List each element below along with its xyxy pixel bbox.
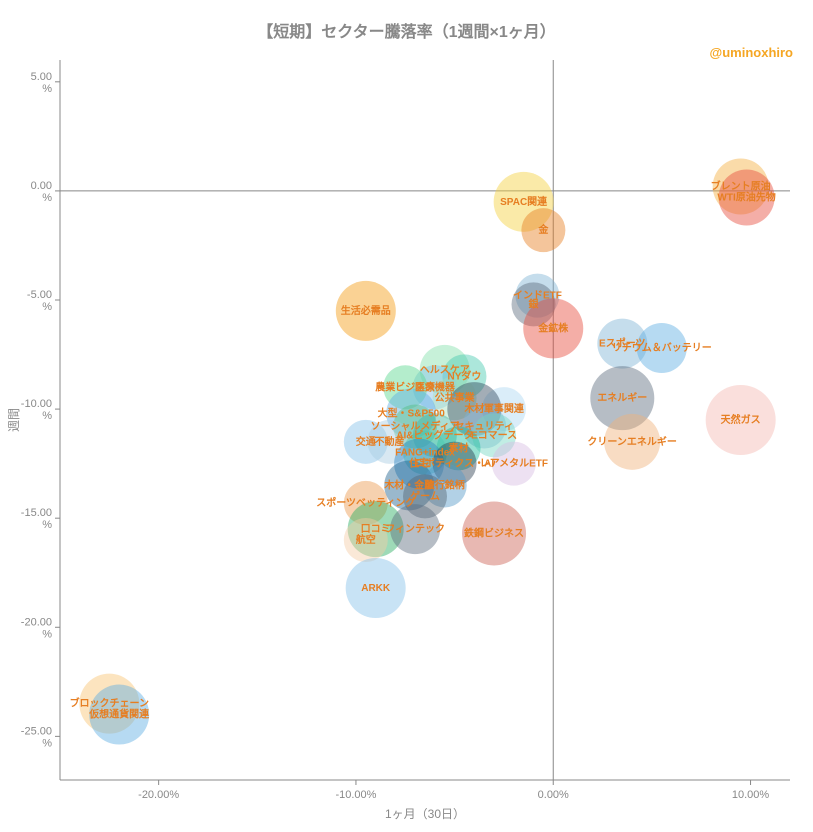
y-tick-label-pct: % xyxy=(42,410,52,422)
bubble-label: 不動産 xyxy=(374,435,404,448)
bubble-label: 仮想通貨関連 xyxy=(88,708,150,721)
bubble-label: 生活必需品 xyxy=(341,304,391,317)
y-tick-label-pct: % xyxy=(42,628,52,640)
bubble-label: WTI原油先物 xyxy=(717,190,775,203)
chart-attribution: @uminoxhiro xyxy=(710,45,793,60)
bubble-label: フィンテック xyxy=(385,523,445,535)
chart-title: 【短期】セクター騰落率（1週間×1ヶ月） xyxy=(257,18,556,42)
bubble-label: 鉄鋼ビジネス xyxy=(464,526,524,539)
x-tick-label: 0.00% xyxy=(538,789,569,801)
x-tick-label: -10.00% xyxy=(335,789,376,801)
y-tick-label: 0.00 xyxy=(31,180,52,192)
y-tick-label-pct: % xyxy=(42,737,52,749)
y-tick-label-pct: % xyxy=(42,192,52,204)
bubble-label: 金 xyxy=(537,223,549,236)
bubble-label: Eコマース xyxy=(471,429,517,441)
bubble-label: AI&ビッグデータ xyxy=(396,428,473,441)
y-tick-label: -10.00 xyxy=(21,398,52,410)
bubble-label: ブレント原油 xyxy=(711,180,771,193)
y-tick-label: -15.00 xyxy=(21,507,52,519)
x-tick-label: -20.00% xyxy=(138,789,179,801)
bubble-label: 大型・S&P500 xyxy=(378,406,446,419)
y-tick-label: -25.00 xyxy=(21,725,52,737)
y-tick-label-pct: % xyxy=(42,301,52,313)
bubble-label: 航空 xyxy=(356,533,376,546)
scatter-plot: -20.00%-10.00%0.00%10.00%-25.00%-20.00%-… xyxy=(0,0,813,827)
y-axis-label: 週間 xyxy=(7,408,21,432)
bubble-label: 農業ビジネス xyxy=(375,380,435,393)
chart-container: 【短期】セクター騰落率（1週間×1ヶ月） @uminoxhiro -20.00%… xyxy=(0,0,813,827)
bubble-label: FANG+index xyxy=(395,448,455,459)
bubble-label: NYダウ xyxy=(448,369,482,382)
bubble-label: エネルギー xyxy=(597,391,647,404)
bubble-label: 木材 xyxy=(463,402,484,415)
bubble-label: SPAC関連 xyxy=(500,195,548,208)
y-tick-label: -5.00 xyxy=(27,289,52,301)
bubble-label: レアメタルETF xyxy=(480,458,548,470)
bubble-label: 天然ガス xyxy=(721,413,761,426)
bubble-label: 旅行銘柄 xyxy=(425,478,465,491)
x-tick-label: 10.00% xyxy=(732,789,770,801)
bubble-label: ARKK xyxy=(361,583,391,594)
bubble-label: スポーツベッティング xyxy=(316,496,415,509)
bubble-label: 交通 xyxy=(356,435,376,448)
bubble-label: 公共事業 xyxy=(435,391,476,404)
bubble-label: 軍事関連 xyxy=(484,402,525,415)
bubble-label: クリーンエネルギー xyxy=(587,435,677,448)
bubble-label: 金鉱株 xyxy=(537,321,569,334)
bubble-label: ブロックチェーン xyxy=(70,697,150,710)
y-tick-label: -20.00 xyxy=(21,616,52,628)
x-axis-label: 1ヶ月（30日） xyxy=(385,807,465,821)
bubble-label: リチウム＆バッテリー xyxy=(612,342,712,354)
y-tick-label-pct: % xyxy=(42,83,52,95)
bubble-label: 銀 xyxy=(529,297,539,310)
y-tick-label: 5.00 xyxy=(31,71,52,83)
y-tick-label-pct: % xyxy=(42,519,52,531)
